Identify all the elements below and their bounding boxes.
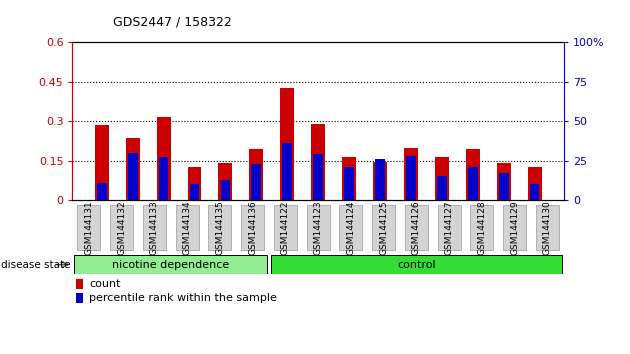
FancyBboxPatch shape [471,205,493,250]
FancyBboxPatch shape [438,205,461,250]
FancyBboxPatch shape [271,255,562,274]
Bar [530,184,539,200]
FancyBboxPatch shape [274,205,297,250]
FancyBboxPatch shape [110,205,133,250]
Text: GSM144125: GSM144125 [379,200,388,255]
Bar [219,163,232,200]
Text: GSM144127: GSM144127 [445,200,454,255]
FancyBboxPatch shape [143,205,166,250]
Bar [468,167,478,200]
Text: count: count [89,279,121,289]
Text: GSM144129: GSM144129 [510,200,519,255]
Text: percentile rank within the sample: percentile rank within the sample [89,293,277,303]
Bar [499,173,508,200]
Bar [406,156,416,200]
Text: GSM144136: GSM144136 [248,200,257,255]
FancyBboxPatch shape [209,205,231,250]
Bar [220,179,231,200]
Bar [76,293,83,303]
Bar [527,167,542,200]
Text: GSM144131: GSM144131 [84,200,93,255]
Text: GSM144122: GSM144122 [281,200,290,255]
Bar [190,184,199,200]
Bar [311,124,325,200]
Bar [76,279,83,289]
Bar [437,176,447,200]
Bar [344,167,354,200]
FancyBboxPatch shape [536,205,559,250]
Bar [94,125,109,200]
Bar [404,148,418,200]
FancyBboxPatch shape [241,205,264,250]
Text: disease state: disease state [1,259,71,270]
FancyBboxPatch shape [372,205,395,250]
Text: GSM144130: GSM144130 [543,200,552,255]
FancyBboxPatch shape [340,205,362,250]
Text: GDS2447 / 158322: GDS2447 / 158322 [113,15,232,28]
Text: GSM144133: GSM144133 [150,200,159,255]
FancyBboxPatch shape [307,205,329,250]
Bar [128,153,137,200]
Bar [342,157,356,200]
Bar [466,149,479,200]
Text: GSM144126: GSM144126 [412,200,421,255]
Text: GSM144123: GSM144123 [314,200,323,255]
Bar [188,167,202,200]
Text: GSM144135: GSM144135 [215,200,224,255]
Bar [126,138,140,200]
Bar [496,163,510,200]
Bar [373,162,387,200]
Bar [280,88,294,200]
Bar [157,117,171,200]
FancyBboxPatch shape [405,205,428,250]
Text: GSM144134: GSM144134 [183,200,192,255]
Text: GSM144128: GSM144128 [478,200,486,255]
Text: nicotine dependence: nicotine dependence [112,259,229,270]
Bar [313,154,323,200]
FancyBboxPatch shape [74,255,267,274]
Bar [97,183,106,200]
Text: GSM144132: GSM144132 [117,200,126,255]
Bar [251,164,261,200]
Bar [282,143,292,200]
FancyBboxPatch shape [77,205,100,250]
Bar [435,157,449,200]
Text: control: control [397,259,436,270]
Text: GSM144124: GSM144124 [346,200,355,255]
Bar [159,158,168,200]
Bar [249,149,263,200]
Bar [375,159,385,200]
FancyBboxPatch shape [176,205,198,250]
FancyBboxPatch shape [503,205,526,250]
